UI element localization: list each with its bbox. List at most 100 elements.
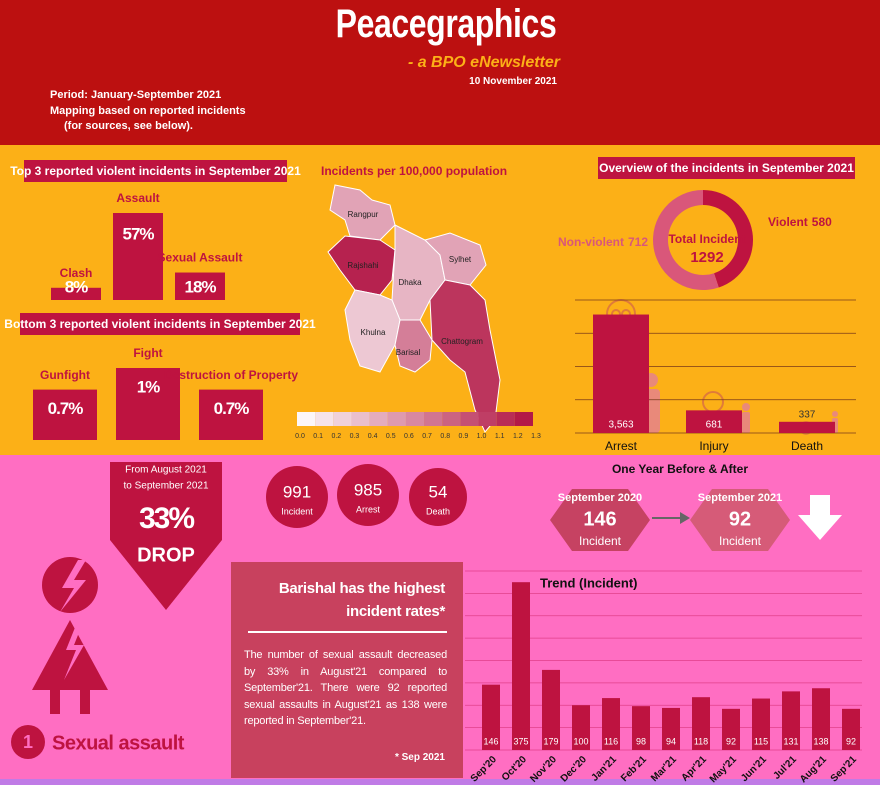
category-label: Arrest <box>605 439 638 453</box>
stat-value: 985 <box>354 480 382 499</box>
bar <box>662 707 680 750</box>
section-number: 1 <box>23 732 33 752</box>
legend-step <box>333 412 352 426</box>
legend-tick-label: 1.2 <box>513 433 523 440</box>
legend-step <box>369 412 388 426</box>
hexagon <box>690 489 790 551</box>
value-label: 337 <box>799 409 816 420</box>
value-label: 57% <box>122 224 154 243</box>
category-label: Fight <box>133 346 162 360</box>
map-region <box>344 289 401 373</box>
comparison-label: Incident <box>719 534 762 548</box>
legend-value: 580 <box>812 215 832 229</box>
value-label: 179 <box>543 736 558 746</box>
legend-name: Violent <box>768 215 808 229</box>
bar <box>512 582 530 750</box>
bar <box>113 213 163 300</box>
center-value: 1292 <box>690 249 723 266</box>
drop-shape <box>110 462 222 610</box>
chart-title: Overview of the incidents in September 2… <box>599 161 854 175</box>
title: Peacegraphics <box>335 2 557 46</box>
title-box <box>24 160 287 182</box>
map-region <box>394 319 433 373</box>
category-label: Gunfight <box>40 368 90 382</box>
category-label: Mar'21 <box>649 754 679 784</box>
comparison-period: September 2020 <box>558 492 642 504</box>
bar <box>692 697 710 750</box>
value-label: 92 <box>846 736 856 746</box>
legend-tick-label: 0.4 <box>368 433 378 440</box>
bar <box>51 287 101 300</box>
bar <box>602 698 620 750</box>
value-label: 3,563 <box>608 420 633 431</box>
legend-tick-label: 0.3 <box>350 433 360 440</box>
date: 10 November 2021 <box>469 76 557 87</box>
bar <box>812 688 830 750</box>
comparison-value: 146 <box>583 508 616 530</box>
value-label: 118 <box>694 736 708 746</box>
bar <box>175 272 225 300</box>
bar <box>779 421 835 433</box>
region-label: Sylhet <box>449 255 472 264</box>
stat-circle <box>266 466 328 528</box>
header-band <box>0 0 880 145</box>
subtitle: - a BPO eNewsletter <box>407 54 560 71</box>
bar <box>593 314 649 433</box>
region-label: Rajshahi <box>347 261 378 270</box>
legend-step <box>315 412 334 426</box>
value-label: 115 <box>754 736 768 746</box>
value-label: 0.7% <box>48 399 84 418</box>
legend-step <box>460 412 479 426</box>
category-label: Sexual Assault <box>158 251 243 265</box>
callout-heading: Barishal has the highest incident rates* <box>278 580 445 620</box>
callout-box <box>231 562 463 778</box>
legend-step <box>442 412 461 426</box>
title-box <box>598 157 855 179</box>
callout-body: The number of sexual assault decreased b… <box>244 649 447 727</box>
bar <box>542 669 560 750</box>
category-label: Nov'20 <box>528 754 559 785</box>
bar <box>33 389 97 440</box>
value-label: 100 <box>573 736 588 746</box>
legend-label: Non-violent 712 <box>558 235 648 249</box>
category-label: Death <box>791 439 823 453</box>
category-label: Injury <box>699 439 728 453</box>
category-label: Sep'20 <box>469 754 500 785</box>
stat-value: 991 <box>283 482 311 501</box>
hexagon <box>550 489 650 551</box>
legend-tick-label: 0.2 <box>331 433 341 440</box>
category-label: Oct'20 <box>500 754 529 783</box>
legend-step <box>478 412 497 426</box>
comparison-period: September 2021 <box>698 492 782 504</box>
bar <box>116 368 180 440</box>
legend-step <box>514 412 533 426</box>
drop-period: to September 2021 <box>123 481 208 492</box>
category-label: Dec'20 <box>559 754 590 785</box>
chart-title: Trend (Incident) <box>540 575 638 590</box>
category-label: Assault <box>116 191 159 205</box>
value-label: 1% <box>137 377 160 396</box>
value-label: 98 <box>636 736 646 746</box>
legend-tick-label: 0.9 <box>459 433 469 440</box>
donut-slice <box>653 190 719 290</box>
category-label: Jan'21 <box>589 754 619 784</box>
map-region <box>424 232 487 286</box>
section-label: Sexual assault <box>52 732 185 754</box>
legend-tick-label: 0.0 <box>295 433 305 440</box>
section-badge <box>11 725 45 759</box>
donut-slice <box>703 190 754 288</box>
bar <box>782 691 800 750</box>
stat-label: Arrest <box>356 504 381 514</box>
stat-circle <box>337 464 399 526</box>
bar <box>632 706 650 750</box>
period: Period: January-September 2021 <box>50 89 222 101</box>
value-label: 131 <box>783 736 798 746</box>
legend-tick-label: 0.6 <box>404 433 414 440</box>
legend-step <box>405 412 425 426</box>
map-region <box>429 279 501 433</box>
bar <box>752 698 770 750</box>
region-label: Rangpur <box>348 210 379 219</box>
category-label: May'21 <box>708 754 739 785</box>
